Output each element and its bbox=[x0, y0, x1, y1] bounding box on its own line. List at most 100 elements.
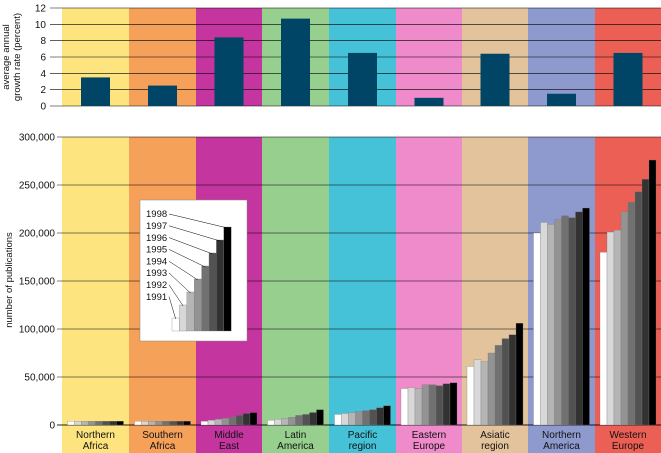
publication-bar bbox=[334, 414, 342, 426]
publication-bar bbox=[561, 215, 569, 426]
bottom-band-4 bbox=[262, 137, 329, 453]
publication-bar bbox=[116, 421, 124, 426]
legend-year-label: 1991 bbox=[146, 292, 167, 303]
publication-bar bbox=[214, 419, 223, 426]
publication-bar bbox=[575, 211, 583, 426]
region-label-line1: Pacific bbox=[348, 430, 377, 441]
bottom-y-ticks: 0 50,000 100,000 150,000 200,000 250,000 300,0… bbox=[19, 133, 56, 432]
legend-leader-line bbox=[168, 296, 176, 320]
publication-bar bbox=[81, 421, 89, 426]
publication-bar bbox=[200, 421, 209, 426]
publication-bar bbox=[383, 405, 391, 426]
publication-bar bbox=[235, 415, 244, 426]
publication-bar bbox=[606, 231, 615, 426]
bottom-y-tick-label: 200,000 bbox=[19, 229, 56, 240]
publication-bar bbox=[613, 229, 622, 426]
legend-bar bbox=[208, 252, 217, 332]
legend-bar bbox=[186, 291, 195, 332]
publication-bar bbox=[508, 334, 517, 426]
publication-bar bbox=[169, 421, 177, 426]
growth-bar bbox=[480, 53, 510, 106]
legend-year-label: 1998 bbox=[146, 209, 167, 220]
bottom-y-tick-label: 0 bbox=[49, 421, 55, 432]
bottom-y-tick-label: 150,000 bbox=[19, 277, 56, 288]
top-y-tick-label: 4 bbox=[40, 69, 46, 80]
top-y-tick-label: 6 bbox=[40, 53, 46, 64]
region-label-line2: Africa bbox=[83, 441, 109, 452]
publication-bar bbox=[515, 323, 524, 426]
publication-bar bbox=[466, 366, 475, 426]
legend-bar bbox=[194, 278, 202, 332]
publication-bar bbox=[249, 412, 258, 426]
publication-bar bbox=[442, 383, 451, 426]
region-label-line2: region bbox=[349, 441, 377, 452]
region-label-line1: Southern bbox=[142, 430, 183, 441]
publication-bar bbox=[281, 418, 289, 426]
publication-bar bbox=[407, 387, 416, 426]
growth-bar bbox=[348, 52, 377, 106]
legend-leader-line bbox=[168, 284, 184, 307]
publication-bar bbox=[400, 388, 409, 426]
publication-bar bbox=[582, 207, 590, 426]
legend-bar bbox=[201, 265, 210, 332]
publication-bar bbox=[302, 414, 310, 426]
legend-leader-lines bbox=[168, 213, 228, 320]
legend-year-label: 1997 bbox=[146, 221, 167, 232]
bottom-y-axis-title: number of publications bbox=[4, 232, 15, 328]
publication-bar bbox=[540, 222, 548, 426]
publication-bar bbox=[355, 411, 363, 426]
publication-bar bbox=[362, 410, 370, 426]
growth-bar bbox=[214, 37, 244, 106]
region-label-line2: region bbox=[481, 441, 509, 452]
top-y-ticks: 0 2 4 6 8 10 12 bbox=[35, 4, 47, 113]
publication-bar bbox=[341, 413, 349, 426]
legend-leader-line bbox=[168, 213, 228, 229]
publication-bar bbox=[148, 421, 156, 426]
publication-bar bbox=[648, 159, 657, 426]
bottom-band-5 bbox=[329, 137, 396, 453]
top-y-axis-title-line1: average annual bbox=[1, 24, 12, 90]
top-y-tick-label: 10 bbox=[35, 20, 47, 31]
growth-bar bbox=[281, 18, 310, 106]
legend-year-label: 1994 bbox=[146, 256, 167, 267]
publication-bar bbox=[183, 421, 191, 426]
publication-bar bbox=[102, 421, 110, 426]
publication-bar bbox=[641, 179, 650, 426]
publication-bar bbox=[634, 191, 643, 426]
growth-bar bbox=[81, 77, 110, 106]
region-label-line2: America bbox=[543, 441, 580, 452]
bottom-y-tick-label: 50,000 bbox=[24, 373, 55, 384]
legend-year-label: 1993 bbox=[146, 268, 167, 279]
top-y-tick-label: 0 bbox=[40, 102, 46, 113]
legend-leader-line bbox=[168, 260, 199, 281]
publication-bar bbox=[428, 384, 437, 426]
publication-bar bbox=[620, 211, 629, 426]
publication-bar bbox=[487, 352, 496, 426]
region-label-line2: Europe bbox=[612, 441, 645, 452]
publication-bar bbox=[109, 421, 117, 426]
bottom-band-1 bbox=[62, 137, 129, 453]
publication-bar bbox=[348, 412, 356, 426]
publication-bar bbox=[480, 361, 489, 426]
region-label-line2: America bbox=[277, 441, 314, 452]
region-label-line1: Northern bbox=[542, 430, 581, 441]
publication-bar bbox=[627, 202, 636, 426]
region-label-line1: Western bbox=[609, 430, 646, 441]
publication-bar bbox=[533, 232, 541, 426]
publication-bar bbox=[309, 412, 317, 426]
publication-bar bbox=[435, 385, 444, 426]
publication-bar bbox=[95, 421, 103, 426]
legend-leader-line bbox=[168, 225, 221, 242]
region-label-line2: Europe bbox=[413, 441, 446, 452]
publication-bar bbox=[494, 345, 503, 426]
bottom-y-tick-label: 100,000 bbox=[19, 325, 56, 336]
region-label-line1: Asiatic bbox=[480, 430, 509, 441]
region-label-line1: Middle bbox=[214, 430, 244, 441]
publication-bar bbox=[369, 409, 377, 426]
publication-bar bbox=[176, 421, 184, 426]
legend-leader-line bbox=[168, 249, 206, 268]
publication-bar bbox=[162, 421, 170, 426]
